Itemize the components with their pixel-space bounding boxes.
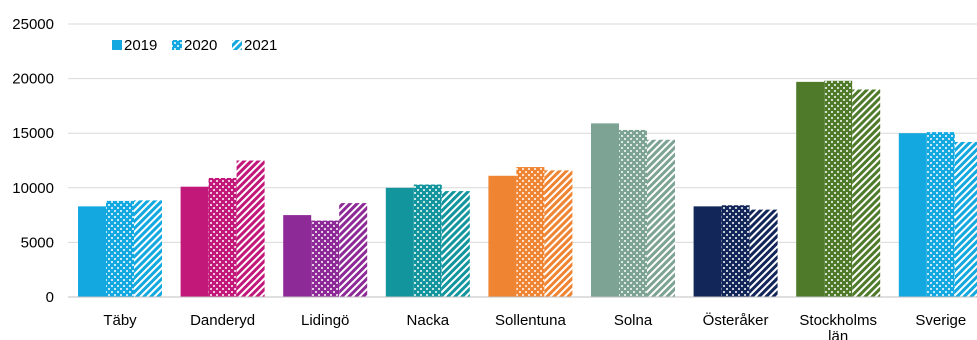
bar-2019	[180, 186, 209, 297]
bar-2019	[283, 215, 312, 297]
bar-2020	[824, 80, 853, 297]
x-tick-label: Österåker	[703, 311, 769, 329]
legend-swatch-2021	[232, 40, 242, 50]
bar-2020	[413, 184, 442, 297]
x-tick-label: Sollentuna	[495, 312, 567, 329]
bar-2020	[311, 220, 340, 297]
y-tick-label: 15000	[12, 125, 54, 142]
bar-2019	[693, 206, 722, 297]
y-tick-label: 20000	[12, 71, 54, 88]
bar-2020	[208, 177, 237, 297]
x-tick-label: Solna	[614, 312, 653, 329]
y-axis: 0 5000 10000 15000 20000 25000	[12, 16, 54, 306]
bar-2020	[619, 129, 647, 297]
bar-2019	[591, 123, 619, 297]
bar-2020	[926, 132, 955, 297]
legend-label-2020: 2020	[184, 37, 217, 54]
legend-label-2019: 2019	[124, 37, 157, 54]
x-tick-label: Sverige	[915, 312, 966, 329]
bar-2021	[647, 139, 675, 297]
x-tick-label: Täby	[103, 312, 137, 329]
bar-2019	[796, 81, 825, 297]
legend: 2019 2020 2021	[112, 37, 277, 54]
bar-2021	[749, 209, 778, 297]
x-tick-label: Stockholms län	[799, 312, 877, 340]
bars	[78, 80, 977, 298]
x-tick-label: Nacka	[407, 312, 450, 329]
x-axis: Täby Danderyd Lidingö Nacka Sollentuna Solna Ö…	[68, 296, 977, 340]
bar-2020	[106, 200, 134, 297]
bar-2021	[339, 203, 368, 297]
legend-swatch-2019	[112, 40, 122, 50]
y-tick-label: 10000	[12, 180, 54, 197]
bar-2020	[721, 205, 750, 297]
bar-2019	[488, 175, 517, 297]
bar-2019	[898, 133, 927, 297]
x-tick-label: Danderyd	[190, 312, 255, 329]
x-tick-label: Lidingö	[301, 312, 349, 329]
bar-2021	[236, 160, 265, 297]
y-tick-label: 5000	[21, 234, 54, 251]
bar-2021	[134, 200, 162, 297]
y-tick-label: 0	[46, 289, 54, 306]
bar-2019	[385, 187, 414, 297]
bar-2020	[516, 167, 545, 297]
bar-2021	[544, 170, 573, 297]
legend-swatch-2020	[172, 40, 182, 50]
y-tick-label: 25000	[12, 16, 54, 33]
legend-label-2021: 2021	[244, 37, 277, 54]
bar-2021	[954, 141, 977, 297]
bar-2019	[78, 206, 106, 297]
bar-2021	[441, 191, 470, 297]
bar-2021	[852, 89, 881, 298]
